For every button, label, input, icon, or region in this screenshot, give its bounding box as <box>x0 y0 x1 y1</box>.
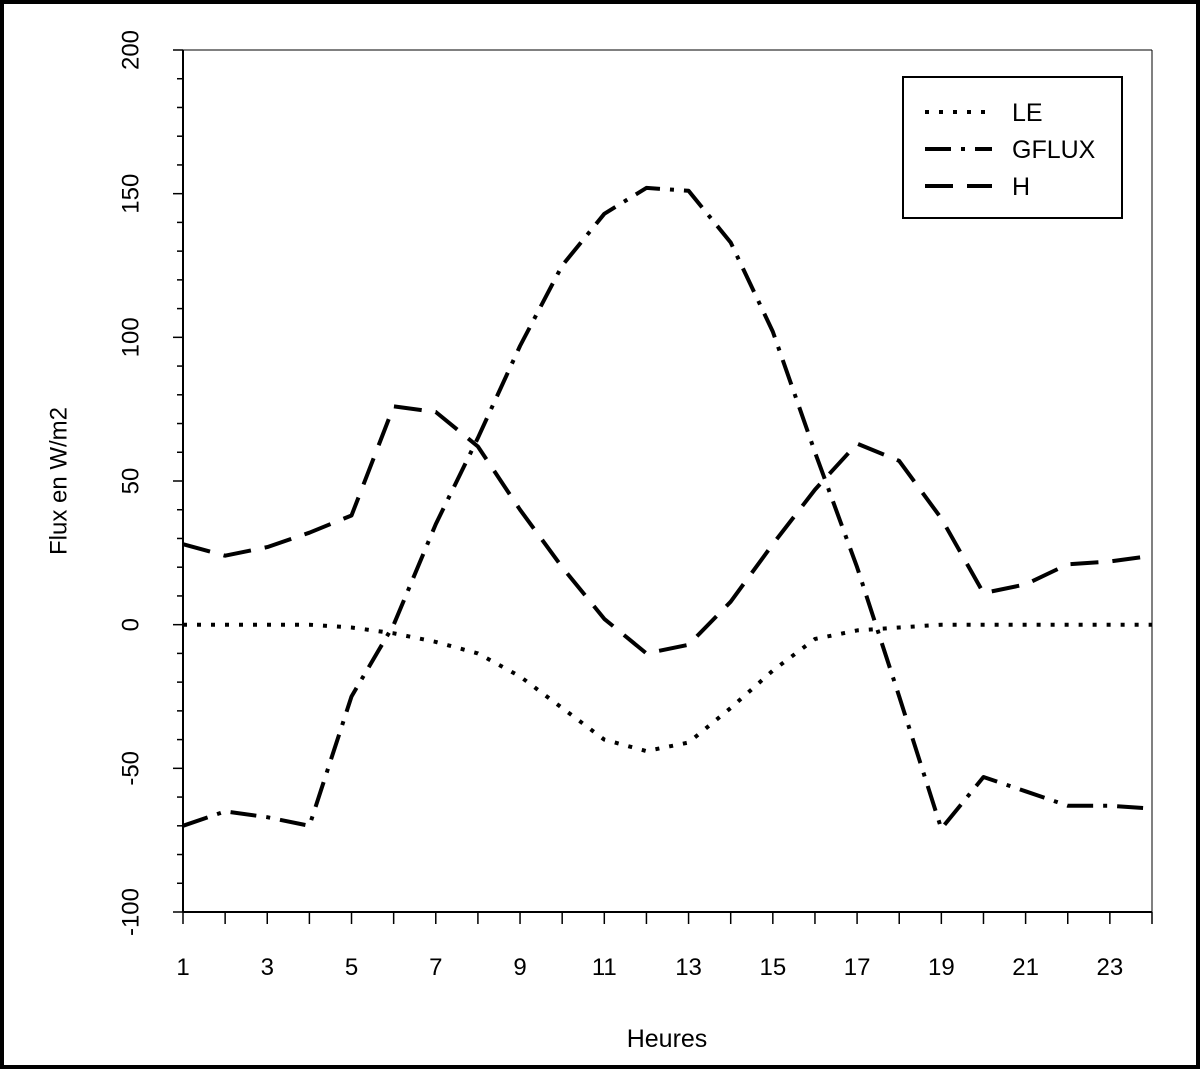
x-tick-label: 9 <box>513 954 526 981</box>
x-tick-label: 7 <box>429 954 442 981</box>
x-tick-label: 17 <box>844 954 871 981</box>
x-tick-label: 3 <box>261 954 274 981</box>
y-tick-label: 100 <box>117 317 144 357</box>
series-line-le <box>183 622 1152 754</box>
y-tick-label: -100 <box>117 888 144 936</box>
y-axis-title: Flux en W/m2 <box>45 407 72 555</box>
x-tick-label: 21 <box>1012 954 1039 981</box>
x-tick-label: 23 <box>1097 954 1124 981</box>
x-tick-label: 1 <box>176 954 189 981</box>
legend-label-gflux: GFLUX <box>1012 136 1096 164</box>
y-tick-label: 0 <box>117 618 144 631</box>
legend-label-le: LE <box>1012 99 1043 127</box>
y-tick-label: 200 <box>117 30 144 70</box>
x-tick-label: 19 <box>928 954 955 981</box>
legend-label-h: H <box>1012 173 1030 201</box>
x-tick-label: 5 <box>345 954 358 981</box>
x-tick-label: 11 <box>592 954 617 981</box>
series-line-gflux <box>182 185 1153 831</box>
series-line-h <box>182 404 1153 656</box>
y-tick-label: 150 <box>117 174 144 214</box>
x-tick-label: 13 <box>675 954 702 981</box>
y-tick-label: -50 <box>117 751 144 786</box>
x-tick-label: 15 <box>759 954 786 981</box>
y-tick-label: 50 <box>117 468 144 495</box>
x-axis-title: Heures <box>627 1025 708 1053</box>
